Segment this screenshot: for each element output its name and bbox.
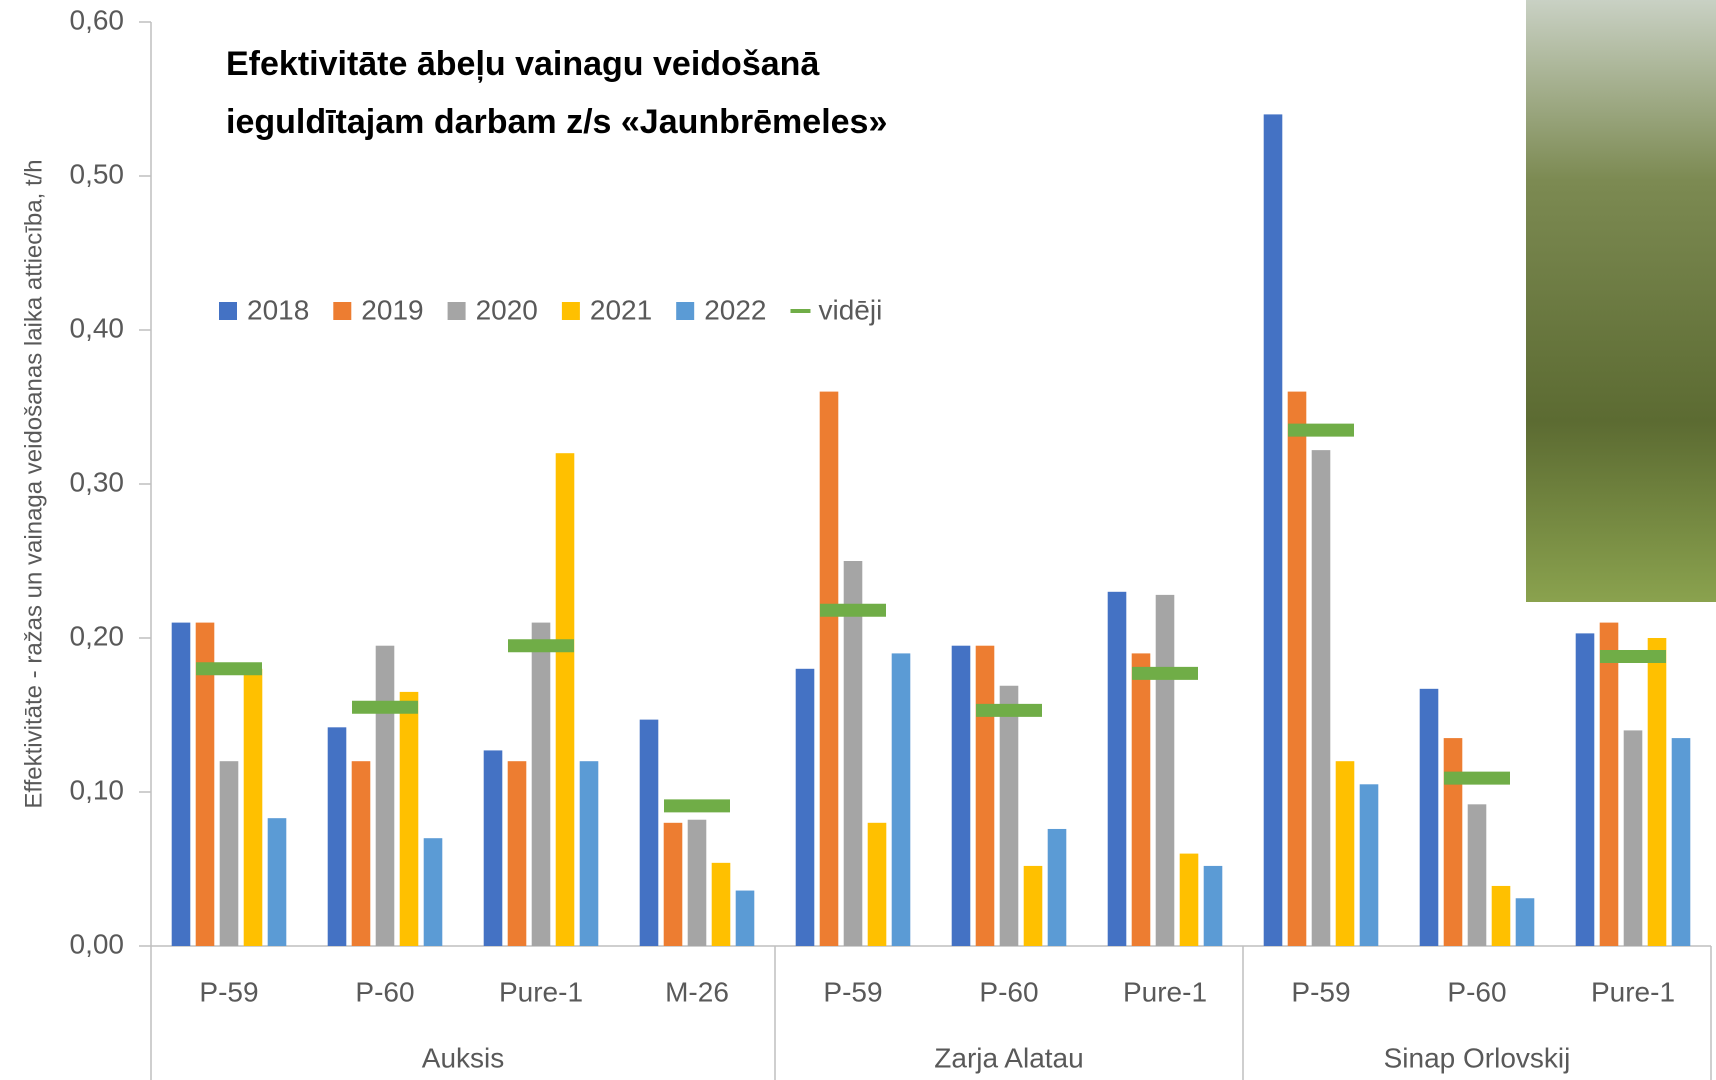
orchard-photo xyxy=(1526,0,1716,602)
bar xyxy=(555,453,575,946)
bar xyxy=(1599,622,1619,946)
bar xyxy=(795,668,815,946)
bar xyxy=(999,685,1019,946)
x-tick-label: P-60 xyxy=(979,976,1038,1007)
bar xyxy=(891,653,911,946)
bar xyxy=(819,391,839,947)
legend-label: 2022 xyxy=(704,294,766,325)
group-label: Zarja Alatau xyxy=(934,1042,1083,1073)
y-tick-label: 0,10 xyxy=(70,774,125,805)
bar xyxy=(843,561,863,946)
legend-marker xyxy=(333,302,352,320)
y-tick-label: 0,50 xyxy=(70,158,125,189)
legend-marker xyxy=(561,302,580,320)
bar xyxy=(1515,898,1535,946)
y-axis-label: Effektivitāte - ražas un vainaga veidoša… xyxy=(20,159,47,808)
x-tick-label: P-59 xyxy=(823,976,882,1007)
bar xyxy=(267,818,287,946)
bar xyxy=(1623,730,1643,946)
bar xyxy=(1467,804,1487,946)
x-tick-label: P-60 xyxy=(1447,976,1506,1007)
legend-marker xyxy=(676,302,695,320)
x-tick-label: P-59 xyxy=(1291,976,1350,1007)
x-tick-label: Pure-1 xyxy=(499,976,583,1007)
bar xyxy=(1023,865,1043,946)
legend-label: vidēji xyxy=(818,294,882,325)
bar xyxy=(423,838,443,946)
bar xyxy=(1647,638,1667,946)
bar xyxy=(1155,594,1175,946)
bar xyxy=(243,668,263,946)
bar xyxy=(1047,828,1067,946)
bar xyxy=(867,822,887,946)
bar xyxy=(1575,633,1595,946)
x-tick-label: P-60 xyxy=(355,976,414,1007)
x-tick-label: P-59 xyxy=(199,976,258,1007)
legend-marker xyxy=(447,302,466,320)
bar xyxy=(951,645,971,946)
bar xyxy=(579,761,599,946)
bar xyxy=(1263,114,1283,946)
bar xyxy=(327,727,347,946)
y-tick-label: 0,30 xyxy=(70,466,125,497)
bar xyxy=(171,622,191,946)
legend-label: 2019 xyxy=(361,294,423,325)
bar xyxy=(663,822,683,946)
bar xyxy=(1359,784,1379,946)
bar xyxy=(1671,738,1691,946)
group-label: Sinap Orlovskij xyxy=(1384,1042,1571,1073)
x-tick-label: Pure-1 xyxy=(1591,976,1675,1007)
bar xyxy=(507,761,527,946)
y-tick-label: 0,40 xyxy=(70,312,125,343)
legend-label: 2018 xyxy=(247,294,309,325)
bar xyxy=(1203,865,1223,946)
bar xyxy=(399,691,419,946)
bar xyxy=(351,761,371,946)
bar xyxy=(375,645,395,946)
chart-title: Efektivitāte ābeļu vainagu veidošanā xyxy=(226,45,820,83)
bar xyxy=(639,719,659,946)
bar xyxy=(1419,688,1439,946)
bar xyxy=(483,750,503,946)
bar xyxy=(1335,761,1355,946)
bar xyxy=(687,819,707,946)
y-tick-label: 0,20 xyxy=(70,620,125,651)
bar xyxy=(711,862,731,946)
x-tick-label: M-26 xyxy=(665,976,729,1007)
y-tick-label: 0,00 xyxy=(70,928,125,959)
bar xyxy=(1179,853,1199,946)
bar xyxy=(1107,591,1127,946)
bar xyxy=(1131,653,1151,946)
bar xyxy=(975,645,995,946)
bar xyxy=(1491,885,1511,946)
chart-title: ieguldītajam darbam z/s «Jaunbrēmeles» xyxy=(226,103,887,141)
bar xyxy=(1443,738,1463,946)
bar xyxy=(219,761,239,946)
bar xyxy=(1311,450,1331,946)
group-label: Auksis xyxy=(422,1042,504,1073)
bar xyxy=(1287,391,1307,947)
bar xyxy=(531,622,551,946)
legend-label: 2020 xyxy=(476,294,538,325)
bar xyxy=(735,890,755,946)
bar xyxy=(195,622,215,946)
x-tick-label: Pure-1 xyxy=(1123,976,1207,1007)
legend-marker xyxy=(219,302,237,320)
legend-label: 2021 xyxy=(590,294,652,325)
y-tick-label: 0,60 xyxy=(70,4,125,35)
